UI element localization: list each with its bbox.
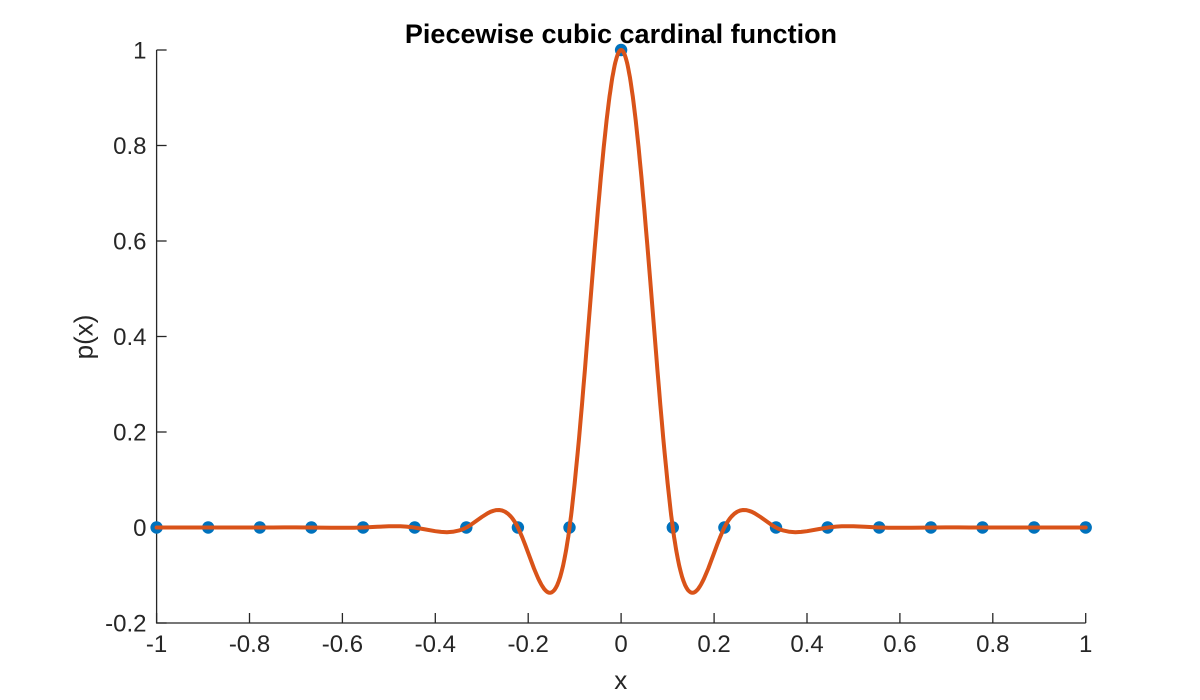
svg-text:0.6: 0.6	[883, 631, 916, 658]
svg-text:0.4: 0.4	[790, 631, 823, 658]
svg-text:0.4: 0.4	[113, 324, 146, 351]
svg-text:1: 1	[1079, 631, 1092, 658]
svg-text:-0.8: -0.8	[229, 631, 270, 658]
svg-text:-0.6: -0.6	[322, 631, 363, 658]
svg-text:0.6: 0.6	[113, 229, 146, 256]
svg-text:0.2: 0.2	[697, 631, 730, 658]
svg-text:Piecewise cubic cardinal funct: Piecewise cubic cardinal function	[405, 19, 837, 49]
svg-text:p(x): p(x)	[69, 315, 99, 360]
svg-text:0: 0	[614, 631, 627, 658]
svg-text:0.8: 0.8	[976, 631, 1009, 658]
svg-text:1: 1	[133, 38, 146, 65]
svg-text:0.8: 0.8	[113, 133, 146, 160]
svg-text:-1: -1	[146, 631, 167, 658]
svg-text:0: 0	[133, 515, 146, 542]
svg-text:-0.2: -0.2	[105, 611, 146, 638]
svg-text:0.2: 0.2	[113, 420, 146, 447]
svg-text:x: x	[614, 665, 627, 695]
svg-text:-0.2: -0.2	[508, 631, 549, 658]
svg-text:-0.4: -0.4	[415, 631, 456, 658]
